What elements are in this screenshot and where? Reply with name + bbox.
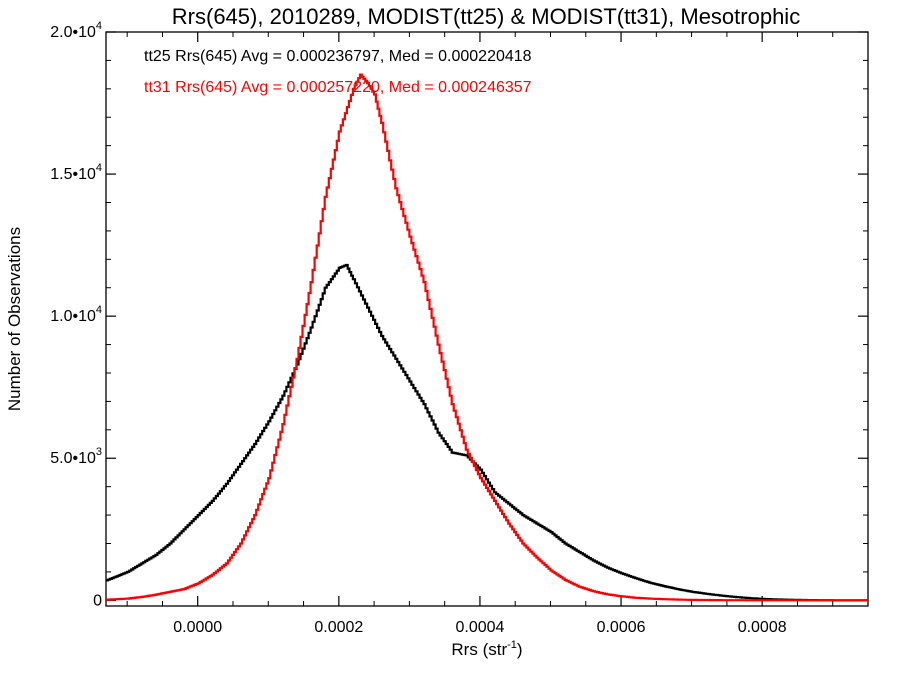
- x-axis-label: Rrs (str-1): [451, 639, 522, 659]
- x-tick-label: 0.0004: [455, 619, 504, 636]
- y-tick-label-exponent: 4: [96, 304, 102, 316]
- y-tick-label: 1.5•104: [50, 162, 102, 183]
- y-tick-label: 5.0•103: [50, 446, 102, 467]
- x-tick-label: 0.0000: [173, 619, 222, 636]
- annotation-tt31: tt31 Rrs(645) Avg = 0.000257220, Med = 0…: [144, 79, 532, 96]
- y-tick-label-main: 5.0•10: [50, 450, 96, 467]
- plot-border: [105, 31, 869, 607]
- chart-title: Rrs(645), 2010289, MODIST(tt25) & MODIST…: [172, 4, 800, 29]
- y-tick-label: 0: [93, 592, 102, 609]
- axis-ticks: 0.0000 0.0002 0.0004 0.0006 0.0008 0 5.0•103 1.…: [50, 20, 869, 636]
- y-tick-label: 2.0•104: [50, 20, 102, 41]
- y-tick-label-main: 2.0•10: [50, 24, 96, 41]
- y-tick-label: 1.0•104: [50, 304, 102, 325]
- plot-frame: [105, 31, 869, 607]
- y-axis-label: Number of Observations: [5, 227, 24, 411]
- x-tick-label: 0.0008: [738, 619, 787, 636]
- y-tick-label-main: 1.0•10: [50, 308, 96, 325]
- series-tt25-line: [106, 263, 868, 602]
- y-tick-label-exponent: 3: [96, 446, 102, 458]
- y-tick-label-main: 0: [93, 592, 102, 609]
- y-tick-label-main: 1.5•10: [50, 166, 96, 183]
- series-tt31-line: [106, 73, 868, 602]
- x-tick-label: 0.0006: [597, 619, 646, 636]
- x-tick-label: 0.0002: [314, 619, 363, 636]
- annotation-tt25: tt25 Rrs(645) Avg = 0.000236797, Med = 0…: [144, 48, 532, 65]
- y-tick-label-exponent: 4: [96, 20, 102, 32]
- x-axis-label-sup: -1: [507, 639, 517, 651]
- histogram-series: [106, 73, 868, 602]
- y-tick-label-exponent: 4: [96, 162, 102, 174]
- x-axis-label-end: ): [517, 640, 523, 659]
- x-axis-label-main: Rrs (str: [451, 640, 507, 659]
